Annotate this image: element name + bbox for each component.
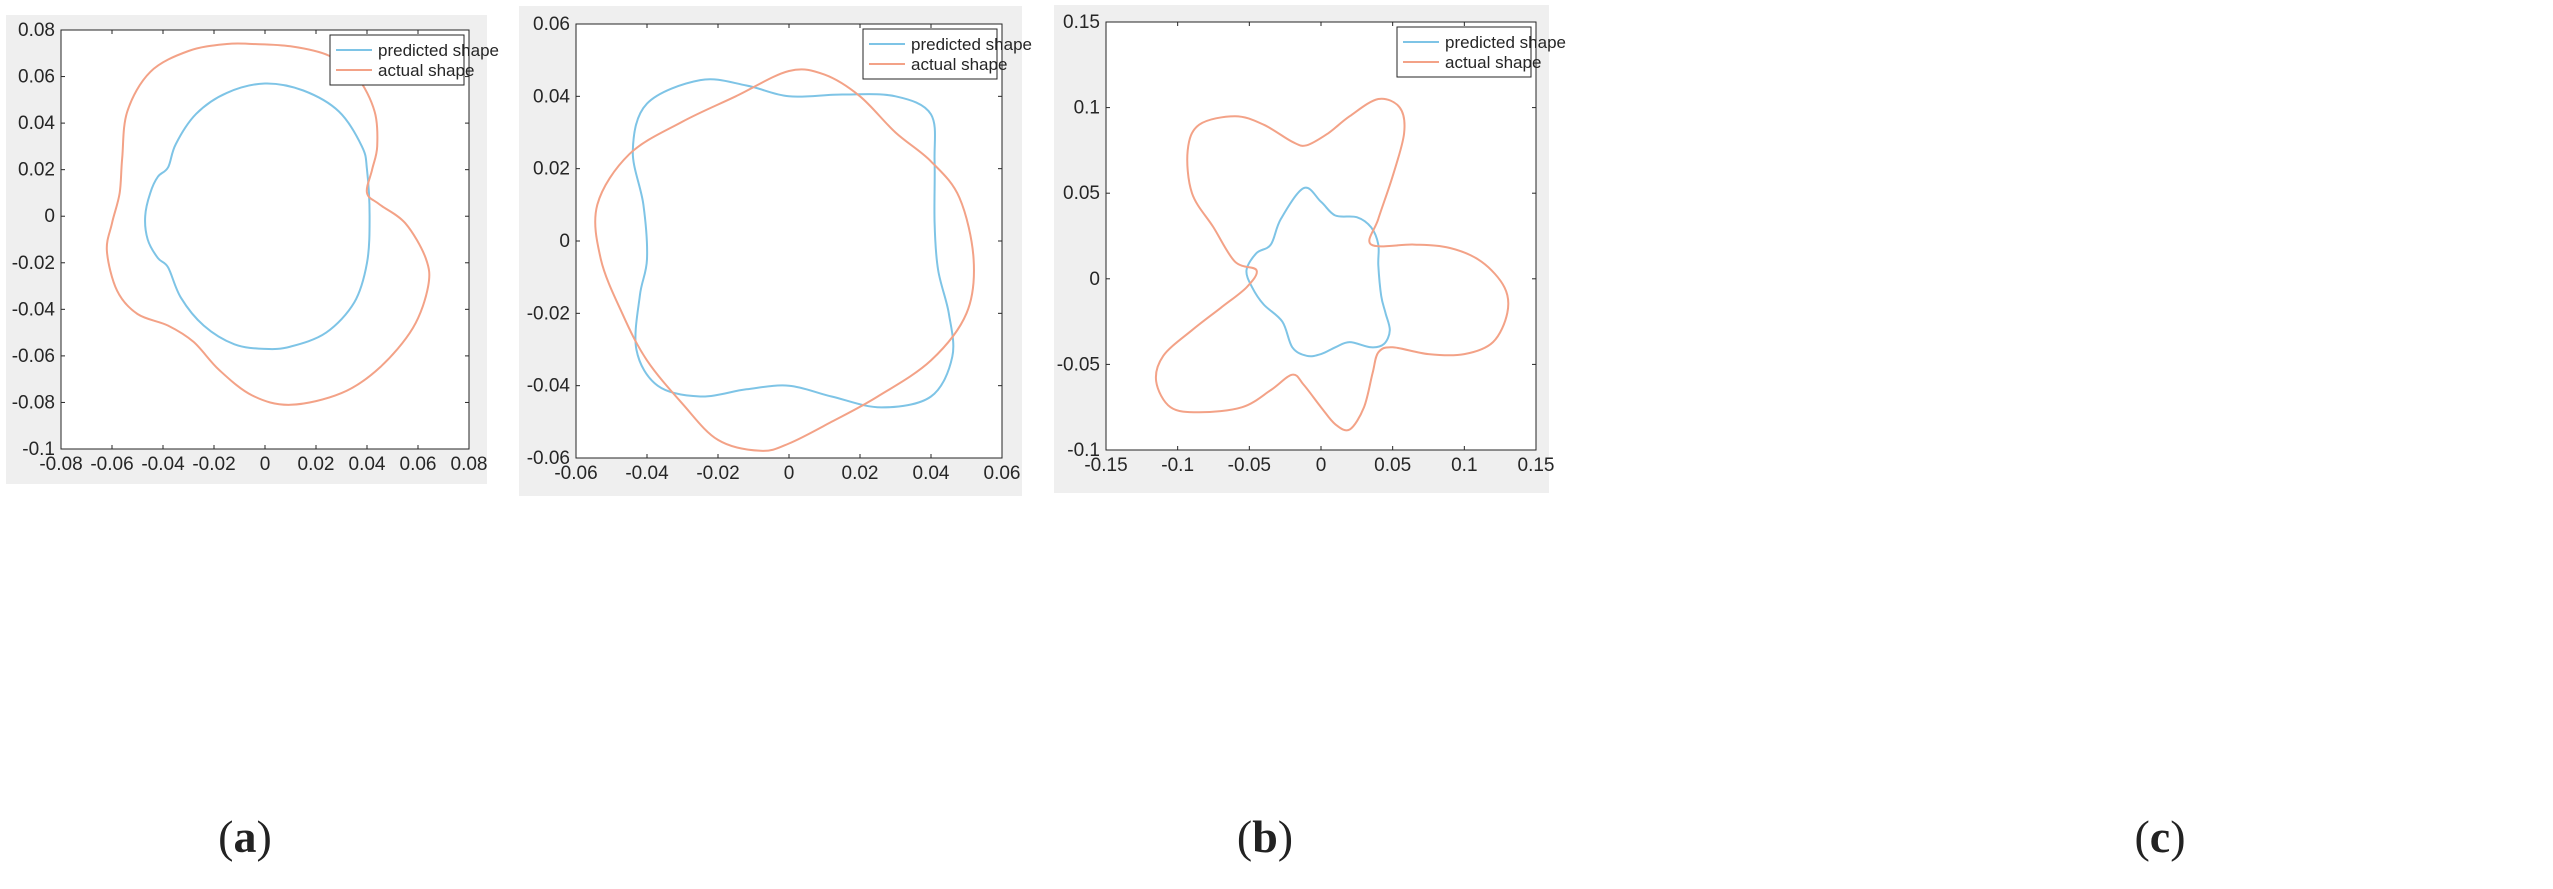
- legend-box: [1396, 26, 1532, 78]
- y-tick-label: -0.04: [12, 299, 56, 320]
- y-tick-label: 0.02: [18, 160, 55, 181]
- x-tick-label: -0.06: [90, 454, 133, 475]
- legend-label: predicted shape: [911, 35, 1032, 54]
- caption-letter: a: [233, 811, 257, 862]
- x-tick-label: -0.04: [625, 463, 669, 484]
- y-tick-label: 0.05: [1063, 183, 1100, 204]
- x-tick-label: 0.02: [298, 454, 335, 475]
- x-tick-label: 0: [1316, 455, 1327, 476]
- axes-frame: [575, 23, 1003, 459]
- y-tick-label: -0.06: [527, 448, 570, 469]
- x-tick-label: -0.08: [39, 454, 82, 475]
- chart-svg-b: -0.06 -0.04 -0.02 0 0.02 0.04 0.06 -0.06 -0.04 -0…: [527, 14, 1032, 484]
- x-tick-label: 0.02: [842, 463, 879, 484]
- chart-svg-a: -0.08 -0.06 -0.04 -0.02 0 0.02 0.04 0.06 0.08 -0.…: [12, 20, 499, 475]
- plot-area: [576, 24, 1002, 458]
- y-tick-label: -0.05: [1057, 354, 1100, 375]
- x-tick-label: 0: [784, 463, 795, 484]
- y-tick-label: 0.15: [1063, 12, 1100, 33]
- legend-label: predicted shape: [1445, 33, 1566, 52]
- x-tick-label: -0.02: [696, 463, 739, 484]
- y-tick-label: 0.06: [18, 67, 55, 88]
- chart-svg-c: -0.15 -0.1 -0.05 0 0.05 0.1 0.15-0.1-0.0500.05…: [1057, 12, 1566, 476]
- y-tick-label: 0.04: [533, 86, 570, 107]
- legend-label: actual shape: [1445, 53, 1541, 72]
- y-tick-label: 0: [1089, 269, 1100, 290]
- y-tick-label: -0.08: [12, 392, 55, 413]
- legend-box: [862, 28, 998, 80]
- legend-label: predicted shape: [378, 41, 499, 60]
- y-tick-label: 0.02: [533, 159, 570, 180]
- caption-b: (b): [1115, 810, 1415, 863]
- x-tick-label: 0.06: [984, 463, 1021, 484]
- y-tick-label: -0.06: [12, 346, 55, 367]
- caption-close: ): [1277, 811, 1294, 862]
- predicted-shape-line: [144, 82, 371, 351]
- y-tick-label: 0.1: [1074, 98, 1100, 119]
- x-tick-label: -0.02: [192, 454, 235, 475]
- y-tick-label: 0.08: [18, 20, 55, 41]
- plot-area: [1106, 22, 1536, 450]
- chart-panel-c: -0.15 -0.1 -0.05 0 0.05 0.1 0.15 -0.1 -0.05 0 0.05…: [1054, 5, 1566, 493]
- x-tick-label: -0.15: [1084, 455, 1127, 476]
- x-tick-label: 0.08: [451, 454, 488, 475]
- caption-letter: c: [2149, 811, 2171, 862]
- x-tick-label: 0.04: [913, 463, 950, 484]
- caption-c: (c): [2010, 810, 2310, 863]
- y-tick-label: -0.02: [527, 303, 570, 324]
- chart-panel-b: -0.06 -0.04 -0.02 0 0.02 0.04 0.06 -0.06 -0.04 -0…: [519, 6, 1032, 496]
- y-tick-label: -0.1: [1067, 440, 1100, 461]
- y-tick-label: 0: [559, 231, 570, 252]
- x-tick-label: -0.04: [141, 454, 185, 475]
- chart-panel-a: -0.08 -0.06 -0.04 -0.02 0 0.02 0.04 0.06 0.08 -0.…: [6, 15, 499, 484]
- x-tick-label: 0.15: [1518, 455, 1555, 476]
- actual-shape-line: [594, 68, 975, 452]
- actual-shape-line: [105, 42, 431, 406]
- legend-box: [329, 34, 465, 86]
- predicted-shape-line: [1245, 186, 1391, 358]
- x-tick-label: -0.06: [554, 463, 597, 484]
- y-tick-label: 0: [44, 206, 55, 227]
- axes-frame: [1105, 21, 1537, 451]
- x-tick-label: 0.05: [1374, 455, 1411, 476]
- caption-open: (: [1236, 811, 1253, 862]
- x-tick-label: 0.04: [349, 454, 386, 475]
- caption-close: ): [2170, 811, 2186, 862]
- x-tick-label: -0.05: [1228, 455, 1271, 476]
- x-tick-label: 0: [260, 454, 271, 475]
- y-tick-label: 0.04: [18, 113, 55, 134]
- x-tick-label: 0.1: [1451, 455, 1477, 476]
- caption-letter: b: [1252, 811, 1278, 862]
- axes-frame: [60, 29, 470, 450]
- caption-close: ): [256, 811, 272, 862]
- caption-open: (: [2134, 811, 2150, 862]
- y-tick-label: -0.1: [22, 439, 55, 460]
- actual-shape-line: [1154, 97, 1510, 432]
- x-tick-label: 0.06: [400, 454, 437, 475]
- y-tick-label: -0.04: [527, 376, 571, 397]
- y-tick-label: 0.06: [533, 14, 570, 35]
- x-tick-label: -0.1: [1161, 455, 1194, 476]
- legend-label: actual shape: [378, 61, 474, 80]
- caption-a: (a): [95, 810, 395, 863]
- y-tick-label: -0.02: [12, 253, 55, 274]
- legend-label: actual shape: [911, 55, 1007, 74]
- caption-open: (: [218, 811, 234, 862]
- plot-area: [61, 30, 469, 449]
